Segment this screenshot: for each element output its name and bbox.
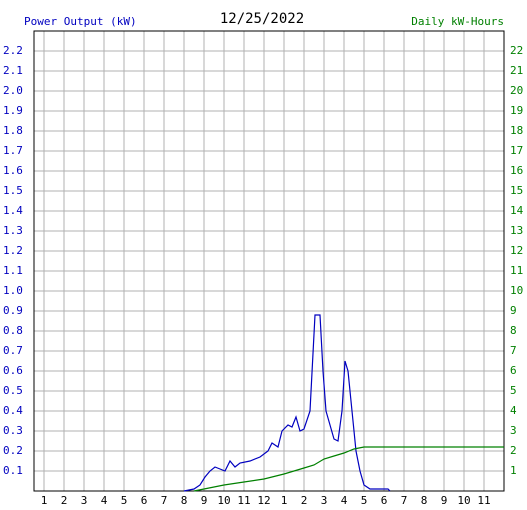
y2-tick-label: 3 [510, 424, 517, 437]
y2-tick-label: 11 [510, 264, 523, 277]
y-axis-label: Power Output (kW) [24, 15, 137, 28]
y-tick-label: 1.0 [3, 284, 23, 297]
y2-tick-label: 7 [510, 344, 517, 357]
y-tick-label: 0.7 [3, 344, 23, 357]
y-tick-label: 1.7 [3, 144, 23, 157]
y2-tick-label: 19 [510, 104, 523, 117]
y2-tick-label: 9 [510, 304, 517, 317]
y-tick-label: 0.5 [3, 384, 23, 397]
x-tick-label: 3 [321, 494, 328, 507]
x-tick-label: 12 [257, 494, 270, 507]
y-tick-label: 0.4 [3, 404, 23, 417]
x-tick-label: 6 [141, 494, 148, 507]
x-tick-label: 5 [121, 494, 128, 507]
x-tick-label: 2 [301, 494, 308, 507]
x-tick-label: 8 [421, 494, 428, 507]
y2-tick-label: 15 [510, 184, 523, 197]
y2-axis-label: Daily kW-Hours [411, 15, 504, 28]
series-line [193, 446, 504, 492]
x-tick-label: 4 [341, 494, 348, 507]
x-tick-label: 9 [441, 494, 448, 507]
x-tick-label: 10 [457, 494, 470, 507]
y-tick-label: 0.8 [3, 324, 23, 337]
y-tick-label: 0.9 [3, 304, 23, 317]
chart-title: 12/25/2022 [220, 11, 304, 27]
y-tick-label: 0.2 [3, 444, 23, 457]
y2-tick-label: 20 [510, 84, 523, 97]
y2-tick-label: 10 [510, 284, 523, 297]
y-tick-label: 1.6 [3, 164, 23, 177]
y2-tick-label: 22 [510, 44, 523, 57]
x-tick-label: 11 [477, 494, 490, 507]
x-tick-label: 4 [101, 494, 108, 507]
y2-tick-label: 18 [510, 124, 523, 137]
x-tick-label: 8 [181, 494, 188, 507]
x-tick-label: 7 [401, 494, 408, 507]
y-tick-label: 1.4 [3, 204, 23, 217]
y2-tick-label: 13 [510, 224, 523, 237]
x-tick-label: 10 [217, 494, 230, 507]
y-tick-label: 1.8 [3, 124, 23, 137]
series-line [183, 314, 391, 492]
y-tick-label: 1.3 [3, 224, 23, 237]
x-tick-label: 1 [41, 494, 48, 507]
y-tick-label: 2.0 [3, 84, 23, 97]
y-tick-label: 1.2 [3, 244, 23, 257]
x-tick-label: 5 [361, 494, 368, 507]
y-tick-label: 2.2 [3, 44, 23, 57]
y2-tick-label: 4 [510, 404, 517, 417]
x-tick-label: 2 [61, 494, 68, 507]
y-tick-label: 1.9 [3, 104, 23, 117]
y-tick-label: 1.5 [3, 184, 23, 197]
y2-tick-label: 17 [510, 144, 523, 157]
y-tick-label: 0.6 [3, 364, 23, 377]
y2-tick-label: 6 [510, 364, 517, 377]
y-tick-label: 2.1 [3, 64, 23, 77]
y-tick-label: 0.3 [3, 424, 23, 437]
y-tick-label: 1.1 [3, 264, 23, 277]
y2-tick-label: 16 [510, 164, 523, 177]
x-tick-label: 1 [281, 494, 288, 507]
y2-tick-label: 1 [510, 464, 517, 477]
x-tick-label: 7 [161, 494, 168, 507]
y-tick-label: 0.1 [3, 464, 23, 477]
y2-tick-label: 14 [510, 204, 524, 217]
y2-tick-label: 12 [510, 244, 523, 257]
y2-tick-label: 5 [510, 384, 517, 397]
x-tick-label: 9 [201, 494, 208, 507]
plot-border [33, 30, 505, 492]
x-tick-label: 11 [237, 494, 250, 507]
x-tick-label: 6 [381, 494, 388, 507]
y2-tick-label: 8 [510, 324, 517, 337]
x-tick-label: 3 [81, 494, 88, 507]
y2-tick-label: 21 [510, 64, 523, 77]
y2-tick-label: 2 [510, 444, 517, 457]
